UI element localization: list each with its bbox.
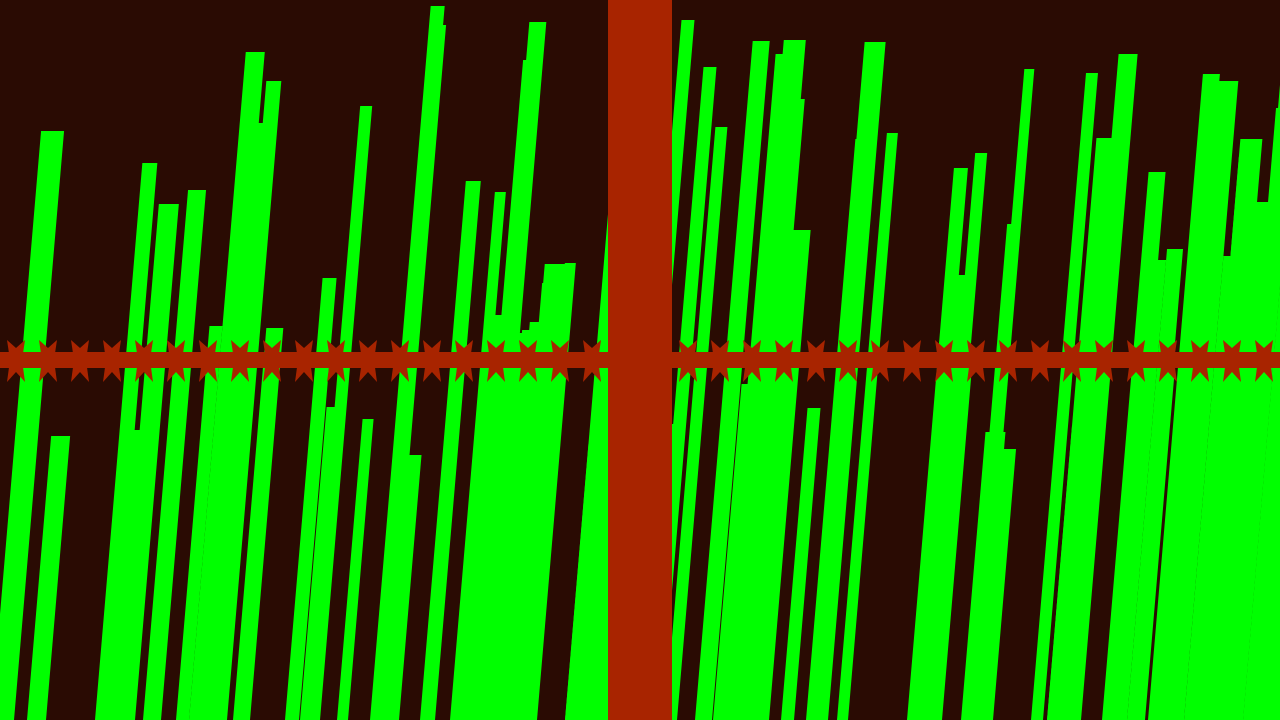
green-stripe <box>969 69 1035 720</box>
green-stripe <box>233 328 284 720</box>
green-stripe <box>1031 73 1098 720</box>
rail-spike <box>679 340 697 382</box>
rail-spike <box>295 340 313 382</box>
green-stripe <box>837 133 898 720</box>
rail-spike <box>711 340 729 382</box>
green-stripe <box>0 131 65 720</box>
rail-spike <box>231 340 249 382</box>
rail-spike <box>263 340 281 382</box>
rail-spike <box>167 340 185 382</box>
rail-spike <box>1127 340 1145 382</box>
rail-spike <box>7 340 25 382</box>
green-stripe <box>665 127 728 720</box>
rail-spike <box>519 340 537 382</box>
rail-spike <box>423 340 441 382</box>
rail-spike <box>135 340 153 382</box>
rail-spike <box>743 340 761 382</box>
green-stripe <box>372 25 447 720</box>
green-stripe <box>481 403 518 720</box>
green-stripe <box>806 139 875 720</box>
rail-spike <box>391 340 409 382</box>
rail-spike <box>327 340 345 382</box>
green-stripe <box>27 436 71 720</box>
green-stripe <box>189 52 265 720</box>
green-stripe <box>781 408 821 720</box>
rail-spike <box>551 340 569 382</box>
green-stripe <box>912 275 968 720</box>
green-stripe <box>1102 172 1166 720</box>
green-stripe <box>143 190 207 720</box>
green-stripe <box>1148 74 1220 720</box>
green-stripe <box>95 163 158 720</box>
green-stripe <box>926 351 974 720</box>
green-stripe <box>1191 139 1263 720</box>
rail-spike <box>775 340 793 382</box>
green-stripe <box>1162 81 1239 720</box>
rail-spike <box>1095 340 1113 382</box>
rail-spike <box>871 340 889 382</box>
rail-spike <box>199 340 217 382</box>
rail-spike <box>967 340 985 382</box>
rail-spike <box>999 340 1017 382</box>
green-stripe <box>285 278 337 720</box>
green-stripe <box>973 449 1017 720</box>
rail-spike <box>1063 340 1081 382</box>
rail-spike <box>455 340 473 382</box>
rail-spike <box>583 340 601 382</box>
rail-spike <box>903 340 921 382</box>
rail-spike <box>807 340 825 382</box>
vertical-pillar <box>608 0 672 720</box>
rail-spike <box>487 340 505 382</box>
green-stripe <box>526 263 576 720</box>
rail-spike <box>1191 340 1209 382</box>
green-stripe <box>109 430 156 720</box>
rail-spike <box>39 340 57 382</box>
green-stripe <box>695 41 770 720</box>
rail-spike <box>1159 340 1177 382</box>
green-stripe <box>1254 414 1280 720</box>
rail-spike <box>1223 340 1241 382</box>
green-stripe <box>1210 202 1272 720</box>
green-stripe <box>1047 426 1084 720</box>
green-stripe <box>713 384 763 720</box>
rail-spike <box>935 340 953 382</box>
rail-spike <box>839 340 857 382</box>
rail-spike <box>1255 340 1273 382</box>
green-stripe <box>300 407 341 720</box>
green-stripe <box>383 455 422 720</box>
green-stripe <box>420 181 481 720</box>
rail-spike <box>1031 340 1049 382</box>
green-stripe <box>176 326 223 720</box>
green-stripe <box>1226 84 1280 720</box>
rail-spike <box>71 340 89 382</box>
green-stripe <box>337 419 374 720</box>
rail-spike <box>103 340 121 382</box>
green-stripe <box>458 315 516 720</box>
rail-spike <box>359 340 377 382</box>
